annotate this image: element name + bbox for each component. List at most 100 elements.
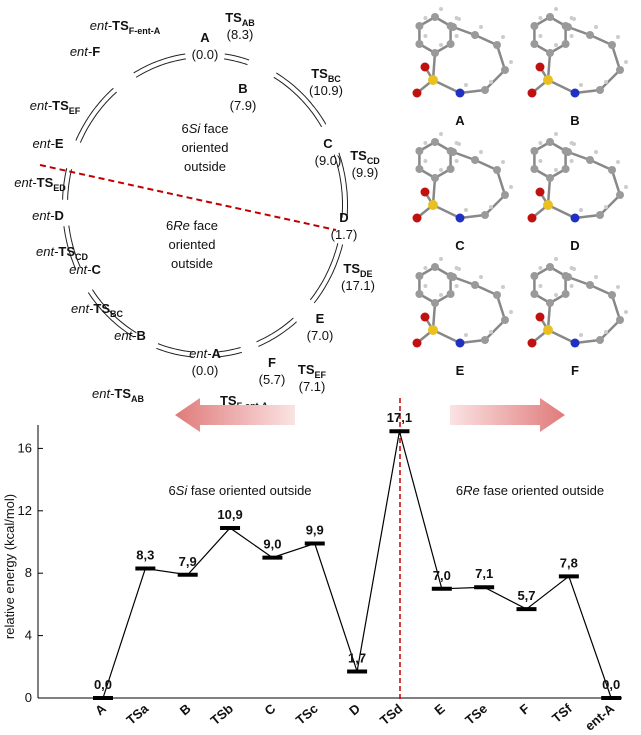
label-text: TS <box>37 175 54 190</box>
atom <box>415 290 423 298</box>
atom <box>431 13 439 21</box>
state-energy: (10.9) <box>309 83 343 98</box>
nitrogen <box>571 89 580 98</box>
hydrogen <box>439 43 443 47</box>
label-prefix: ent- <box>189 346 212 361</box>
hydrogen <box>509 310 513 314</box>
region-part: face <box>190 218 218 233</box>
atom <box>596 336 604 344</box>
annotation-part: fase oriented outside <box>187 483 311 498</box>
hydrogen <box>538 141 542 145</box>
y-tick-label: 16 <box>18 440 32 455</box>
region-label: outside <box>184 159 226 174</box>
x-tick-label: ent-A <box>582 700 618 733</box>
label-prefix: ent- <box>32 208 55 223</box>
energy-chart: 0481216relative energy (kcal/mol)0,0A8,3… <box>2 398 622 734</box>
sulfur <box>428 325 438 335</box>
atom <box>481 336 489 344</box>
region-part: Re <box>173 218 190 233</box>
label-subscript: AB <box>131 394 144 404</box>
atom <box>449 23 457 31</box>
atom <box>530 40 538 48</box>
state-label: TSEF <box>298 362 327 380</box>
oxygen <box>421 313 430 322</box>
state-energy: (7.9) <box>230 98 257 113</box>
hydrogen <box>624 185 628 189</box>
atom <box>546 138 554 146</box>
hydrogen <box>464 208 468 212</box>
hydrogen <box>457 17 461 21</box>
atom <box>562 165 570 173</box>
atom <box>415 147 423 155</box>
bond <box>485 195 505 215</box>
state-label: TSAB <box>225 10 255 28</box>
x-tick-label: TSd <box>377 701 405 728</box>
hydrogen <box>455 34 459 38</box>
oxygen <box>528 89 537 98</box>
atom <box>530 290 538 298</box>
label-text: TS <box>225 10 242 25</box>
label-text: C <box>323 136 333 151</box>
state-label: ent-F <box>70 44 100 59</box>
hydrogen <box>457 267 461 271</box>
region-part: 6 <box>182 121 189 136</box>
hydrogen <box>570 284 574 288</box>
label-text: B <box>238 81 247 96</box>
hydrogen <box>616 285 620 289</box>
reaction-link <box>156 348 192 357</box>
hydrogen <box>554 257 558 261</box>
oxygen <box>528 339 537 348</box>
hydrogen <box>457 142 461 146</box>
hydrogen <box>439 7 443 11</box>
x-tick-label: TSa <box>123 700 151 727</box>
hydrogen <box>423 34 427 38</box>
state-label: A <box>200 30 210 45</box>
label-prefix: ent- <box>14 175 37 190</box>
x-tick-label: TSb <box>208 701 236 728</box>
hydrogen <box>594 150 598 154</box>
label-text: C <box>92 262 102 277</box>
atom <box>608 166 616 174</box>
label-subscript: EF <box>69 106 81 116</box>
annotation-part: 6 <box>456 483 463 498</box>
sulfur <box>428 200 438 210</box>
label-prefix: ent- <box>90 18 113 33</box>
state-label: ent-B <box>114 328 146 343</box>
figure: A(0.0)TSAB(8.3)B(7.9)TSBC(10.9)C(9.0)TSC… <box>0 0 641 735</box>
reaction-link <box>314 245 342 304</box>
annotation-part: Re <box>463 483 480 498</box>
region-label: oriented <box>169 237 216 252</box>
molecule-label: D <box>570 238 579 253</box>
atom <box>562 290 570 298</box>
label-text: TS <box>350 148 367 163</box>
value-label: 0,0 <box>602 677 620 692</box>
label-text: B <box>137 328 146 343</box>
hydrogen <box>554 43 558 47</box>
label-prefix: ent- <box>114 328 137 343</box>
atom <box>431 174 439 182</box>
state-label: ent-TSBC <box>71 301 124 319</box>
state-label: F <box>268 355 276 370</box>
label-prefix: ent- <box>69 262 92 277</box>
atom <box>481 86 489 94</box>
label-text: A <box>212 346 222 361</box>
label-text: TS <box>343 261 360 276</box>
y-tick-label: 8 <box>25 565 32 580</box>
hydrogen <box>423 141 427 145</box>
oxygen <box>421 188 430 197</box>
atom <box>586 31 594 39</box>
nitrogen <box>456 339 465 348</box>
label-text: TS <box>311 66 328 81</box>
label-text: F <box>92 44 100 59</box>
hydrogen <box>538 16 542 20</box>
atom <box>608 291 616 299</box>
x-tick-label: B <box>177 701 194 719</box>
atom <box>546 263 554 271</box>
atom <box>471 281 479 289</box>
label-text: E <box>316 311 325 326</box>
label-prefix: ent- <box>32 136 55 151</box>
label-text: TS <box>52 98 69 113</box>
reaction-link <box>217 352 242 357</box>
hydrogen <box>439 293 443 297</box>
reaction-link <box>68 169 72 200</box>
